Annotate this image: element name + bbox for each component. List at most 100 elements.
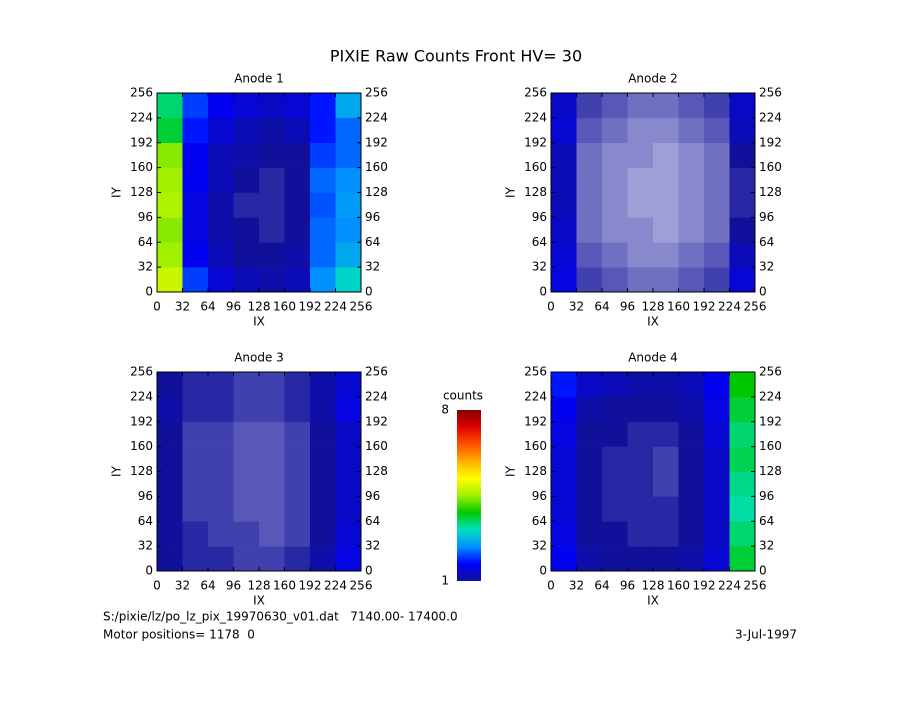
heat-cell <box>602 546 628 572</box>
x-tick-label: 256 <box>744 579 767 593</box>
footer-file: S:/pixie/lz/po_lz_pix_19970630_v01.dat 7… <box>103 610 458 624</box>
heat-cell <box>729 421 756 447</box>
heat-cell <box>208 267 234 293</box>
panel-title: Anode 4 <box>628 351 678 365</box>
heat-cell <box>259 372 285 398</box>
heat-cell <box>678 471 705 497</box>
x-tick-label: 64 <box>594 579 609 593</box>
x-tick-label: 96 <box>226 300 241 314</box>
heat-cell <box>729 471 756 497</box>
heat-cell <box>233 267 260 293</box>
heat-cell <box>678 93 705 119</box>
y-axis-label: IY <box>110 465 124 477</box>
x-tick-label: 0 <box>547 579 555 593</box>
heat-cell <box>310 142 336 168</box>
y-tick-label: 32 <box>532 539 547 553</box>
heat-cell <box>208 142 234 168</box>
heat-cell <box>310 242 336 268</box>
y-tick-label: 96 <box>138 210 153 224</box>
y-tick-label-right: 96 <box>759 210 774 224</box>
heat-cell <box>182 192 209 218</box>
y-tick-label: 64 <box>532 514 547 528</box>
heat-cell <box>704 546 730 572</box>
heat-cell <box>576 93 603 119</box>
heat-cell <box>627 496 654 522</box>
heat-cell <box>678 192 705 218</box>
heat-cell <box>233 421 260 447</box>
x-tick-label: 64 <box>200 300 215 314</box>
heat-cell <box>602 446 628 472</box>
colorbar <box>457 410 481 581</box>
panel-title: Anode 2 <box>628 72 678 86</box>
heat-cell <box>284 496 311 522</box>
heat-cell <box>551 396 577 423</box>
heat-cell <box>335 396 362 423</box>
heat-cell <box>233 93 260 119</box>
heat-cell <box>335 142 362 168</box>
heat-cell <box>576 496 603 522</box>
x-axis-label: IX <box>253 594 265 608</box>
y-tick-label: 224 <box>130 389 153 403</box>
heat-cell <box>259 496 285 522</box>
heat-cell <box>704 217 730 243</box>
y-tick-label: 128 <box>130 464 153 478</box>
heat-cell <box>653 93 679 119</box>
heat-cell <box>233 167 260 193</box>
heat-cell <box>284 142 311 168</box>
heat-cell <box>678 142 705 168</box>
heat-cell <box>310 446 336 472</box>
heat-cell <box>576 142 603 168</box>
heat-cell <box>157 142 183 168</box>
heat-cell <box>602 396 628 423</box>
heat-cell <box>182 167 209 193</box>
heat-cell <box>335 496 362 522</box>
heat-cell <box>335 372 362 398</box>
y-tick-label: 128 <box>524 464 547 478</box>
y-tick-label: 128 <box>130 185 153 199</box>
heat-cell <box>551 142 577 168</box>
heat-cell <box>653 521 679 547</box>
y-tick-label: 160 <box>524 439 547 453</box>
x-tick-label: 64 <box>594 300 609 314</box>
y-tick-label: 224 <box>524 389 547 403</box>
heat-cell <box>653 471 679 497</box>
heat-cell <box>335 421 362 447</box>
y-tick-label-right: 128 <box>365 185 388 199</box>
heat-cell <box>602 142 628 168</box>
colorbar-label: counts <box>443 389 483 403</box>
heat-cell <box>284 446 311 472</box>
heat-cell <box>602 496 628 522</box>
heat-cell <box>729 93 756 119</box>
y-tick-label: 192 <box>130 135 153 149</box>
heat-cell <box>233 117 260 144</box>
y-tick-label-right: 96 <box>365 210 380 224</box>
y-tick-label-right: 224 <box>759 110 782 124</box>
heat-cell <box>729 142 756 168</box>
heat-cell <box>729 267 756 293</box>
y-tick-label-right: 0 <box>365 564 373 578</box>
y-tick-label-right: 192 <box>365 135 388 149</box>
y-tick-label: 256 <box>130 86 153 100</box>
y-tick-label-right: 192 <box>365 414 388 428</box>
heat-cell <box>653 396 679 423</box>
heat-cell <box>259 396 285 423</box>
heat-cell <box>284 396 311 423</box>
heat-cell <box>335 242 362 268</box>
heat-cell <box>602 421 628 447</box>
heat-cell <box>259 217 285 243</box>
heat-cell <box>335 217 362 243</box>
x-tick-label: 192 <box>693 579 716 593</box>
heat-cell <box>182 496 209 522</box>
heat-cell <box>259 446 285 472</box>
heat-cell <box>233 471 260 497</box>
heat-cell <box>208 93 234 119</box>
heat-cell <box>551 471 577 497</box>
y-axis-label: IY <box>504 465 518 477</box>
heat-cell <box>678 242 705 268</box>
heat-cell <box>284 267 311 293</box>
heat-cell <box>576 192 603 218</box>
heat-cell <box>208 421 234 447</box>
heat-cell <box>335 167 362 193</box>
heat-cell <box>627 167 654 193</box>
heat-cell <box>627 242 654 268</box>
